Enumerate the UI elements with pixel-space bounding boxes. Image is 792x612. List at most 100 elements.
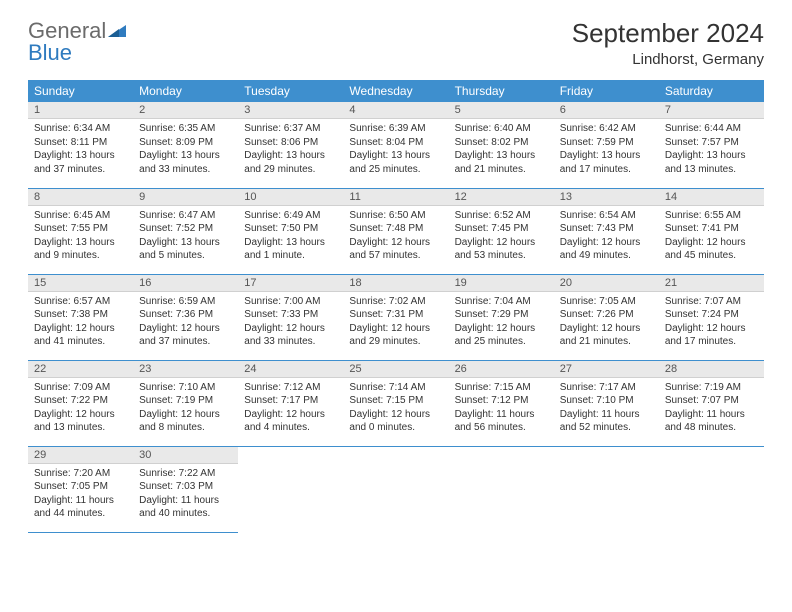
day-number: 26 <box>449 361 554 378</box>
daylight-line: Daylight: 12 hours and 41 minutes. <box>34 322 127 349</box>
day-details: Sunrise: 6:34 AMSunset: 8:11 PMDaylight:… <box>28 119 133 179</box>
calendar-cell <box>238 446 343 532</box>
weekday-header: Friday <box>554 80 659 102</box>
day-number: 7 <box>659 102 764 119</box>
sunrise-line: Sunrise: 6:35 AM <box>139 122 232 136</box>
calendar-cell: 4Sunrise: 6:39 AMSunset: 8:04 PMDaylight… <box>343 102 448 188</box>
day-number: 6 <box>554 102 659 119</box>
sunset-line: Sunset: 7:57 PM <box>665 136 758 150</box>
day-details: Sunrise: 7:22 AMSunset: 7:03 PMDaylight:… <box>133 464 238 524</box>
calendar-table: SundayMondayTuesdayWednesdayThursdayFrid… <box>28 80 764 533</box>
daylight-line: Daylight: 12 hours and 8 minutes. <box>139 408 232 435</box>
daylight-line: Daylight: 12 hours and 4 minutes. <box>244 408 337 435</box>
day-number: 4 <box>343 102 448 119</box>
sunrise-line: Sunrise: 6:47 AM <box>139 209 232 223</box>
sunrise-line: Sunrise: 7:02 AM <box>349 295 442 309</box>
weekday-header: Thursday <box>449 80 554 102</box>
sunset-line: Sunset: 8:02 PM <box>455 136 548 150</box>
daylight-line: Daylight: 12 hours and 53 minutes. <box>455 236 548 263</box>
sunset-line: Sunset: 7:38 PM <box>34 308 127 322</box>
calendar-cell: 23Sunrise: 7:10 AMSunset: 7:19 PMDayligh… <box>133 360 238 446</box>
daylight-line: Daylight: 11 hours and 52 minutes. <box>560 408 653 435</box>
daylight-line: Daylight: 13 hours and 13 minutes. <box>665 149 758 176</box>
calendar-cell: 13Sunrise: 6:54 AMSunset: 7:43 PMDayligh… <box>554 188 659 274</box>
sunrise-line: Sunrise: 7:10 AM <box>139 381 232 395</box>
day-details: Sunrise: 6:59 AMSunset: 7:36 PMDaylight:… <box>133 292 238 352</box>
day-details: Sunrise: 7:00 AMSunset: 7:33 PMDaylight:… <box>238 292 343 352</box>
calendar-cell: 9Sunrise: 6:47 AMSunset: 7:52 PMDaylight… <box>133 188 238 274</box>
day-details: Sunrise: 6:55 AMSunset: 7:41 PMDaylight:… <box>659 206 764 266</box>
sunrise-line: Sunrise: 6:59 AM <box>139 295 232 309</box>
sunset-line: Sunset: 7:05 PM <box>34 480 127 494</box>
weekday-header: Tuesday <box>238 80 343 102</box>
daylight-line: Daylight: 13 hours and 21 minutes. <box>455 149 548 176</box>
daylight-line: Daylight: 13 hours and 33 minutes. <box>139 149 232 176</box>
calendar-cell: 3Sunrise: 6:37 AMSunset: 8:06 PMDaylight… <box>238 102 343 188</box>
calendar-cell: 27Sunrise: 7:17 AMSunset: 7:10 PMDayligh… <box>554 360 659 446</box>
calendar-row: 22Sunrise: 7:09 AMSunset: 7:22 PMDayligh… <box>28 360 764 446</box>
sunset-line: Sunset: 7:45 PM <box>455 222 548 236</box>
calendar-cell: 2Sunrise: 6:35 AMSunset: 8:09 PMDaylight… <box>133 102 238 188</box>
calendar-body: 1Sunrise: 6:34 AMSunset: 8:11 PMDaylight… <box>28 102 764 532</box>
calendar-cell: 28Sunrise: 7:19 AMSunset: 7:07 PMDayligh… <box>659 360 764 446</box>
calendar-cell: 30Sunrise: 7:22 AMSunset: 7:03 PMDayligh… <box>133 446 238 532</box>
calendar-row: 1Sunrise: 6:34 AMSunset: 8:11 PMDaylight… <box>28 102 764 188</box>
day-number: 13 <box>554 189 659 206</box>
day-details: Sunrise: 7:17 AMSunset: 7:10 PMDaylight:… <box>554 378 659 438</box>
calendar-cell: 24Sunrise: 7:12 AMSunset: 7:17 PMDayligh… <box>238 360 343 446</box>
sunset-line: Sunset: 7:43 PM <box>560 222 653 236</box>
calendar-cell: 18Sunrise: 7:02 AMSunset: 7:31 PMDayligh… <box>343 274 448 360</box>
day-details: Sunrise: 7:02 AMSunset: 7:31 PMDaylight:… <box>343 292 448 352</box>
calendar-cell <box>449 446 554 532</box>
day-details: Sunrise: 6:35 AMSunset: 8:09 PMDaylight:… <box>133 119 238 179</box>
sunrise-line: Sunrise: 6:45 AM <box>34 209 127 223</box>
sunrise-line: Sunrise: 7:05 AM <box>560 295 653 309</box>
day-details: Sunrise: 6:39 AMSunset: 8:04 PMDaylight:… <box>343 119 448 179</box>
day-number: 15 <box>28 275 133 292</box>
daylight-line: Daylight: 11 hours and 56 minutes. <box>455 408 548 435</box>
sunset-line: Sunset: 7:59 PM <box>560 136 653 150</box>
calendar-cell: 19Sunrise: 7:04 AMSunset: 7:29 PMDayligh… <box>449 274 554 360</box>
calendar-row: 8Sunrise: 6:45 AMSunset: 7:55 PMDaylight… <box>28 188 764 274</box>
calendar-cell: 6Sunrise: 6:42 AMSunset: 7:59 PMDaylight… <box>554 102 659 188</box>
sunrise-line: Sunrise: 6:49 AM <box>244 209 337 223</box>
day-number: 21 <box>659 275 764 292</box>
day-details: Sunrise: 7:15 AMSunset: 7:12 PMDaylight:… <box>449 378 554 438</box>
daylight-line: Daylight: 11 hours and 40 minutes. <box>139 494 232 521</box>
day-number: 30 <box>133 447 238 464</box>
day-details: Sunrise: 6:47 AMSunset: 7:52 PMDaylight:… <box>133 206 238 266</box>
daylight-line: Daylight: 12 hours and 13 minutes. <box>34 408 127 435</box>
logo-triangle-icon <box>108 23 126 39</box>
calendar-cell <box>659 446 764 532</box>
day-number: 18 <box>343 275 448 292</box>
sunrise-line: Sunrise: 7:14 AM <box>349 381 442 395</box>
day-details: Sunrise: 7:12 AMSunset: 7:17 PMDaylight:… <box>238 378 343 438</box>
weekday-header: Saturday <box>659 80 764 102</box>
day-details: Sunrise: 7:20 AMSunset: 7:05 PMDaylight:… <box>28 464 133 524</box>
sunrise-line: Sunrise: 7:22 AM <box>139 467 232 481</box>
daylight-line: Daylight: 12 hours and 37 minutes. <box>139 322 232 349</box>
sunrise-line: Sunrise: 7:17 AM <box>560 381 653 395</box>
day-number: 28 <box>659 361 764 378</box>
day-number: 25 <box>343 361 448 378</box>
weekday-header-row: SundayMondayTuesdayWednesdayThursdayFrid… <box>28 80 764 102</box>
calendar-cell: 5Sunrise: 6:40 AMSunset: 8:02 PMDaylight… <box>449 102 554 188</box>
sunrise-line: Sunrise: 7:20 AM <box>34 467 127 481</box>
day-details: Sunrise: 7:04 AMSunset: 7:29 PMDaylight:… <box>449 292 554 352</box>
weekday-header: Monday <box>133 80 238 102</box>
day-number: 20 <box>554 275 659 292</box>
daylight-line: Daylight: 12 hours and 57 minutes. <box>349 236 442 263</box>
calendar-cell: 25Sunrise: 7:14 AMSunset: 7:15 PMDayligh… <box>343 360 448 446</box>
day-details: Sunrise: 7:05 AMSunset: 7:26 PMDaylight:… <box>554 292 659 352</box>
day-details: Sunrise: 7:19 AMSunset: 7:07 PMDaylight:… <box>659 378 764 438</box>
sunset-line: Sunset: 8:06 PM <box>244 136 337 150</box>
sunset-line: Sunset: 7:36 PM <box>139 308 232 322</box>
daylight-line: Daylight: 13 hours and 29 minutes. <box>244 149 337 176</box>
daylight-line: Daylight: 12 hours and 0 minutes. <box>349 408 442 435</box>
day-number: 11 <box>343 189 448 206</box>
daylight-line: Daylight: 13 hours and 1 minute. <box>244 236 337 263</box>
daylight-line: Daylight: 12 hours and 29 minutes. <box>349 322 442 349</box>
daylight-line: Daylight: 13 hours and 37 minutes. <box>34 149 127 176</box>
logo-line2: Blue <box>28 40 72 66</box>
sunrise-line: Sunrise: 6:39 AM <box>349 122 442 136</box>
